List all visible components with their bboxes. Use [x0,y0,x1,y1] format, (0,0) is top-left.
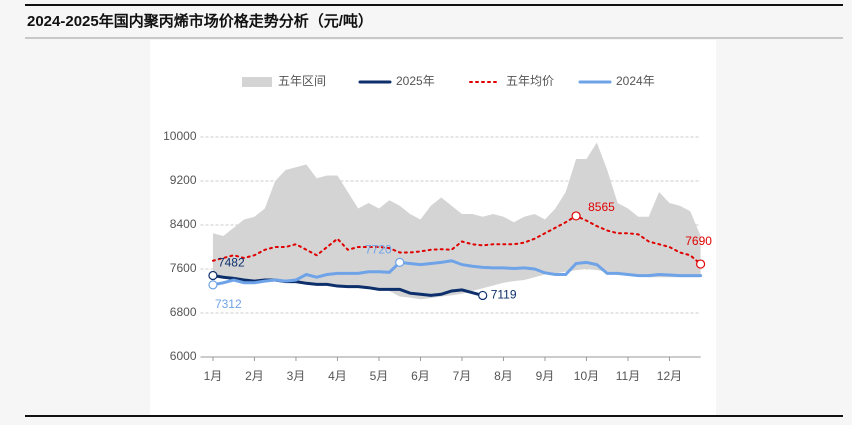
x-tick-label: 1月 [204,369,223,383]
x-tick-label: 11月 [616,369,640,383]
legend-swatch [242,77,272,87]
point-marker [478,290,488,301]
y-tick-label: 7600 [170,261,197,275]
data-label: 7720 [365,243,392,257]
data-label: 7690 [685,234,712,248]
x-tick-label: 4月 [328,369,347,383]
legend-label: 2024年 [616,74,655,88]
legend-label: 五年区间 [278,74,326,88]
data-label: 7482 [218,256,245,270]
point-marker [208,270,218,281]
legend-label: 2025年 [396,74,435,88]
data-label: 7119 [491,288,517,302]
x-tick-label: 10月 [574,369,599,383]
data-label: 7312 [215,297,242,311]
series-line [211,214,702,266]
x-tick-label: 7月 [453,369,472,383]
x-tick-label: 9月 [536,369,555,383]
series-line [211,259,703,287]
y-tick-label: 6800 [170,305,197,319]
y-tick-label: 10000 [163,129,197,143]
range-band [212,142,701,300]
x-tick-label: 2月 [245,369,264,383]
point-marker [395,257,405,267]
x-tick-label: 6月 [411,369,430,383]
legend-label: 五年均价 [506,74,554,88]
point-marker [571,211,581,221]
y-tick-label: 8400 [170,217,197,231]
x-tick-label: 3月 [287,369,306,383]
point-marker [208,280,218,290]
data-label: 8565 [588,200,615,214]
chart-title: 2024-2025年国内聚丙烯市场价格走势分析（元/吨） [27,12,373,30]
point-marker [695,259,706,269]
x-tick-label: 5月 [370,369,389,383]
x-tick-label: 8月 [494,369,513,383]
y-tick-label: 9200 [170,173,197,187]
y-tick-label: 6000 [170,349,197,363]
x-tick-label: 12月 [657,369,682,383]
